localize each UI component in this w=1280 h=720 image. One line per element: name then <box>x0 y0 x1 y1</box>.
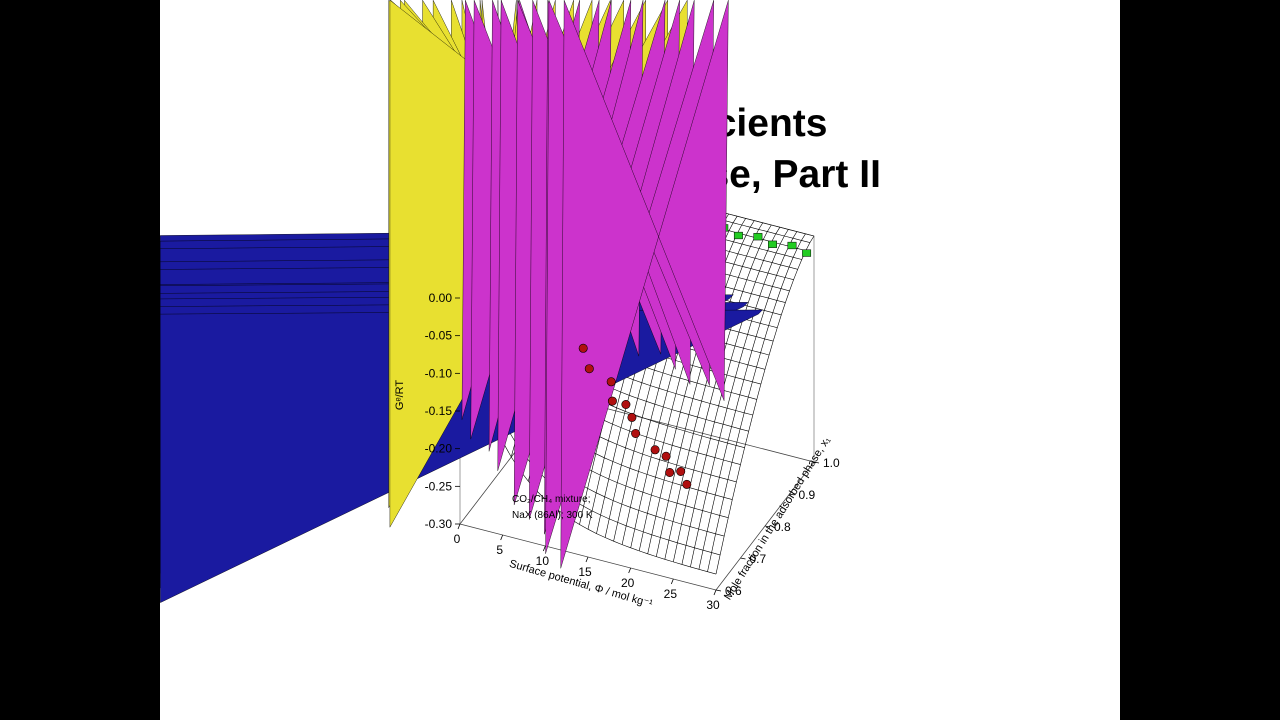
mesh-line-x <box>715 235 815 575</box>
z-tick-label: -0.25 <box>425 479 453 493</box>
z-tick-label: -0.10 <box>425 366 453 380</box>
data-point-circle <box>621 399 631 409</box>
x-tick-mark <box>457 523 461 530</box>
y-axis-label: Mole fraction in the adsorbed phase, x₁ <box>722 434 833 602</box>
y-tick-mark <box>764 525 771 528</box>
x-tick-mark <box>500 534 504 541</box>
data-point-circle <box>661 451 671 461</box>
z-axis-label: Gᵉ/RT <box>394 380 406 410</box>
data-point-circle <box>578 343 588 353</box>
data-point-circle <box>650 445 660 455</box>
z-tick-label: -0.15 <box>425 404 453 418</box>
x-tick-mark <box>713 589 717 596</box>
y-tick-mark <box>789 493 795 496</box>
data-points <box>160 0 812 603</box>
z-tick-label: 0.00 <box>429 291 453 305</box>
data-point-square <box>768 240 777 248</box>
y-tick-label: 0.6 <box>725 584 742 598</box>
data-point-square <box>787 241 797 250</box>
data-point-circle <box>665 467 675 477</box>
data-point-circle <box>682 479 692 489</box>
data-point-square <box>733 231 743 240</box>
data-point-triangle-down <box>560 0 729 569</box>
x-tick-mark <box>542 545 546 552</box>
x-tick-label: 15 <box>578 565 592 579</box>
data-point-circle <box>631 428 641 438</box>
mesh-line-x <box>690 229 789 567</box>
data-point-square <box>802 249 812 257</box>
x-tick-label: 30 <box>706 598 720 612</box>
z-tick-label: -0.05 <box>425 329 453 343</box>
data-point-circle <box>606 377 616 387</box>
x-tick-label: 10 <box>536 554 550 568</box>
z-tick-label: -0.30 <box>425 517 453 531</box>
y-tick-mark <box>740 557 746 560</box>
annotation-line-2: NaX (86Al); 300 K <box>512 510 593 521</box>
z-tick-label: -0.20 <box>425 442 453 456</box>
y-tick-label: 0.9 <box>799 488 816 502</box>
data-point-circle <box>627 412 637 422</box>
mesh-line-x <box>681 227 781 565</box>
x-tick-label: 5 <box>496 543 503 557</box>
y-tick-label: 1.0 <box>823 456 840 470</box>
x-tick-mark <box>628 567 632 574</box>
x-tick-mark <box>585 556 589 563</box>
axis-ticks: 0.00 -0.05 -0.10 -0.15 -0.20 -0.25 -0.300 5 10 15… <box>425 291 840 612</box>
x-tick-label: 0 <box>454 532 461 546</box>
x-tick-label: 25 <box>664 587 678 601</box>
surface-chart: 0.00 -0.05 -0.10 -0.15 -0.20 -0.25 -0.300 5 10 15… <box>160 0 840 612</box>
mesh-line-x <box>698 231 798 570</box>
data-point-square <box>753 233 763 241</box>
y-tick-mark <box>813 461 820 464</box>
x-tick-label: 20 <box>621 576 635 590</box>
y-tick-label: 0.7 <box>750 552 767 566</box>
slide: Activity Coefficients in Adsorbed Phase,… <box>160 0 1120 720</box>
y-tick-label: 0.8 <box>774 520 791 534</box>
data-point-circle <box>584 364 594 374</box>
y-tick-mark <box>715 589 722 592</box>
x-tick-mark <box>670 578 674 585</box>
data-point-circle <box>607 396 617 406</box>
data-point-circle <box>676 466 686 476</box>
mesh-line-x <box>707 233 806 572</box>
annotation-line-1: CO₂/CH₄ mixture; <box>512 494 591 505</box>
